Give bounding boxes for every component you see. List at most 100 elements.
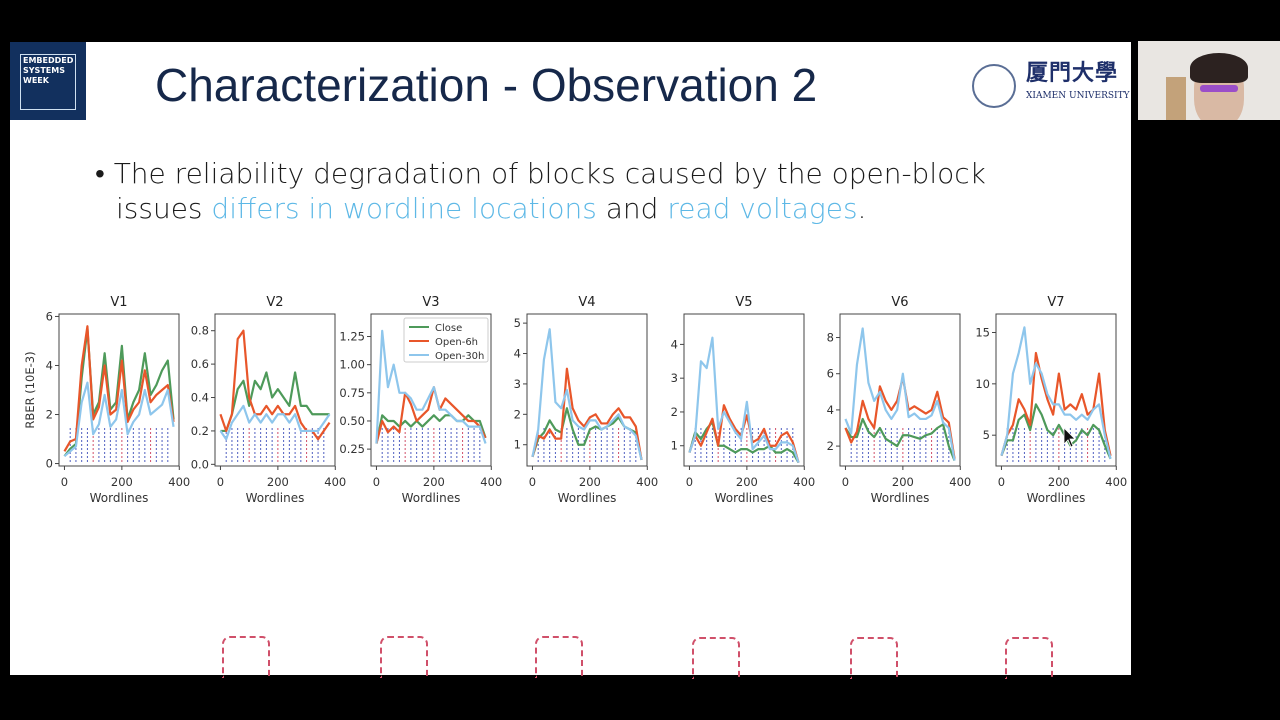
y-tick-label: 0.4	[191, 391, 209, 405]
y-tick-label: 0	[46, 457, 53, 471]
y-tick-label: 0.8	[191, 324, 209, 338]
slide	[10, 42, 1131, 675]
y-tick-label: 2	[671, 405, 678, 419]
series-line-close	[531, 407, 643, 461]
y-tick-label: 1	[671, 439, 678, 453]
y-tick-label: 0.6	[191, 357, 209, 371]
y-tick-label: 2	[514, 407, 521, 421]
y-tick-label: 8	[827, 331, 834, 345]
chart-panel-v4: V4 1 2 3 4 5 0 200 400 Wordlines	[514, 295, 659, 505]
legend-entry: Open-30h	[435, 351, 484, 362]
chart-title: V3	[422, 295, 439, 310]
x-tick-label: 0	[373, 475, 380, 489]
y-tick-label: 3	[514, 377, 521, 391]
y-tick-label: 4	[46, 358, 53, 372]
y-tick-label: 6	[827, 367, 834, 381]
series-line-open-30h	[219, 404, 331, 441]
y-tick-label: 5	[514, 316, 521, 330]
dashed-box	[1005, 637, 1053, 679]
dashed-box	[535, 636, 583, 678]
x-tick-label: 0	[61, 475, 68, 489]
x-axis-label: Wordlines	[246, 491, 305, 505]
x-tick-label: 200	[736, 475, 758, 489]
plot-frame	[58, 313, 180, 467]
plot-frame	[839, 313, 961, 467]
x-axis-label: Wordlines	[402, 491, 461, 505]
y-tick-label: 5	[983, 428, 990, 442]
x-tick-label: 0	[998, 475, 1005, 489]
y-tick-label: 4	[671, 337, 678, 351]
x-tick-label: 0	[842, 475, 849, 489]
x-tick-label: 0	[217, 475, 224, 489]
x-axis-label: Wordlines	[871, 491, 930, 505]
y-tick-label: 0.2	[191, 424, 209, 438]
chart-title: V2	[266, 295, 283, 310]
x-tick-label: 200	[423, 475, 445, 489]
legend-entry: Open-6h	[435, 337, 478, 348]
x-tick-label: 400	[1105, 475, 1127, 489]
bullet-line-2: issues differs in wordline locations and…	[116, 192, 867, 225]
y-tick-label: 0.25	[339, 442, 365, 456]
x-tick-label: 200	[579, 475, 601, 489]
legend-entry: Close	[435, 323, 462, 334]
legend-frame	[403, 317, 489, 363]
x-tick-label: 400	[168, 475, 190, 489]
dashed-box	[692, 637, 740, 679]
y-tick-label: 2	[827, 439, 834, 453]
university-name-en: XIAMEN UNIVERSITY	[1026, 91, 1130, 101]
y-tick-label: 0.75	[339, 386, 365, 400]
dashed-box	[850, 637, 898, 679]
dashed-box	[380, 636, 428, 678]
x-tick-label: 400	[949, 475, 971, 489]
slide-title: Characterization - Observation 2	[155, 59, 818, 111]
x-axis-label: Wordlines	[558, 491, 617, 505]
webcam-video	[1138, 41, 1280, 120]
highlight-wordline: differs in wordline locations	[211, 192, 597, 225]
series-line-open-30h	[1000, 326, 1112, 460]
x-axis-label: Wordlines	[715, 491, 774, 505]
series-line-close	[375, 414, 487, 444]
y-tick-label: 4	[827, 403, 834, 417]
chart-title: V6	[891, 295, 908, 310]
chart-panel-v5: V5 1 2 3 4 0 200 400 Wordlines	[671, 295, 816, 505]
series-line-open-30h	[531, 328, 643, 461]
chart-panel-v2: V2 0.0 0.2 0.4 0.6 0.8 0 200 400 Wordlines	[191, 295, 347, 505]
plot-frame	[683, 313, 805, 467]
bullet-dot: •	[95, 157, 114, 190]
series-line-open-6h	[63, 325, 175, 452]
plot-frame	[214, 313, 336, 467]
chart-title: V5	[735, 295, 752, 310]
plot-frame	[370, 313, 492, 467]
x-axis-label: Wordlines	[1027, 491, 1086, 505]
x-axis-label: Wordlines	[90, 491, 149, 505]
y-tick-label: 6	[46, 309, 53, 323]
series-line-close	[220, 371, 330, 433]
y-tick-label: 15	[975, 325, 990, 339]
university-name-cn: 厦門大學	[1026, 60, 1119, 86]
legend: Close Open-6h Open-30h	[403, 317, 489, 363]
x-tick-label: 400	[480, 475, 502, 489]
series-line-open-6h	[375, 386, 487, 444]
chart-panel-v6: V6 2 4 6 8 0 200 400 Wordlines	[827, 295, 972, 505]
series-line-close	[63, 327, 175, 457]
chart-title: V1	[110, 295, 127, 310]
x-tick-label: 0	[686, 475, 693, 489]
x-tick-label: 400	[636, 475, 658, 489]
y-tick-label: 3	[671, 371, 678, 385]
x-tick-label: 200	[267, 475, 289, 489]
highlight-voltages: read voltages	[667, 192, 858, 225]
logo-text: EMBEDDED SYSTEMS WEEK	[23, 56, 74, 85]
chart-panel-v7: V7 5 10 15 0 200 400 Wordlines	[975, 295, 1127, 505]
y-tick-label: 1.25	[339, 330, 365, 344]
embedded-systems-week-logo: EMBEDDED SYSTEMS WEEK	[10, 42, 86, 120]
bullet-line-1: • The reliability degradation of blocks …	[95, 157, 986, 190]
series-line-open-30h	[688, 336, 800, 463]
series-line-open-6h	[219, 329, 331, 441]
plot-frame	[995, 313, 1117, 467]
y-tick-label: 0.50	[339, 414, 365, 428]
series-line-close	[844, 417, 956, 461]
series-line-open-6h	[531, 367, 643, 461]
chart-title: V4	[578, 295, 595, 310]
x-tick-label: 200	[111, 475, 133, 489]
